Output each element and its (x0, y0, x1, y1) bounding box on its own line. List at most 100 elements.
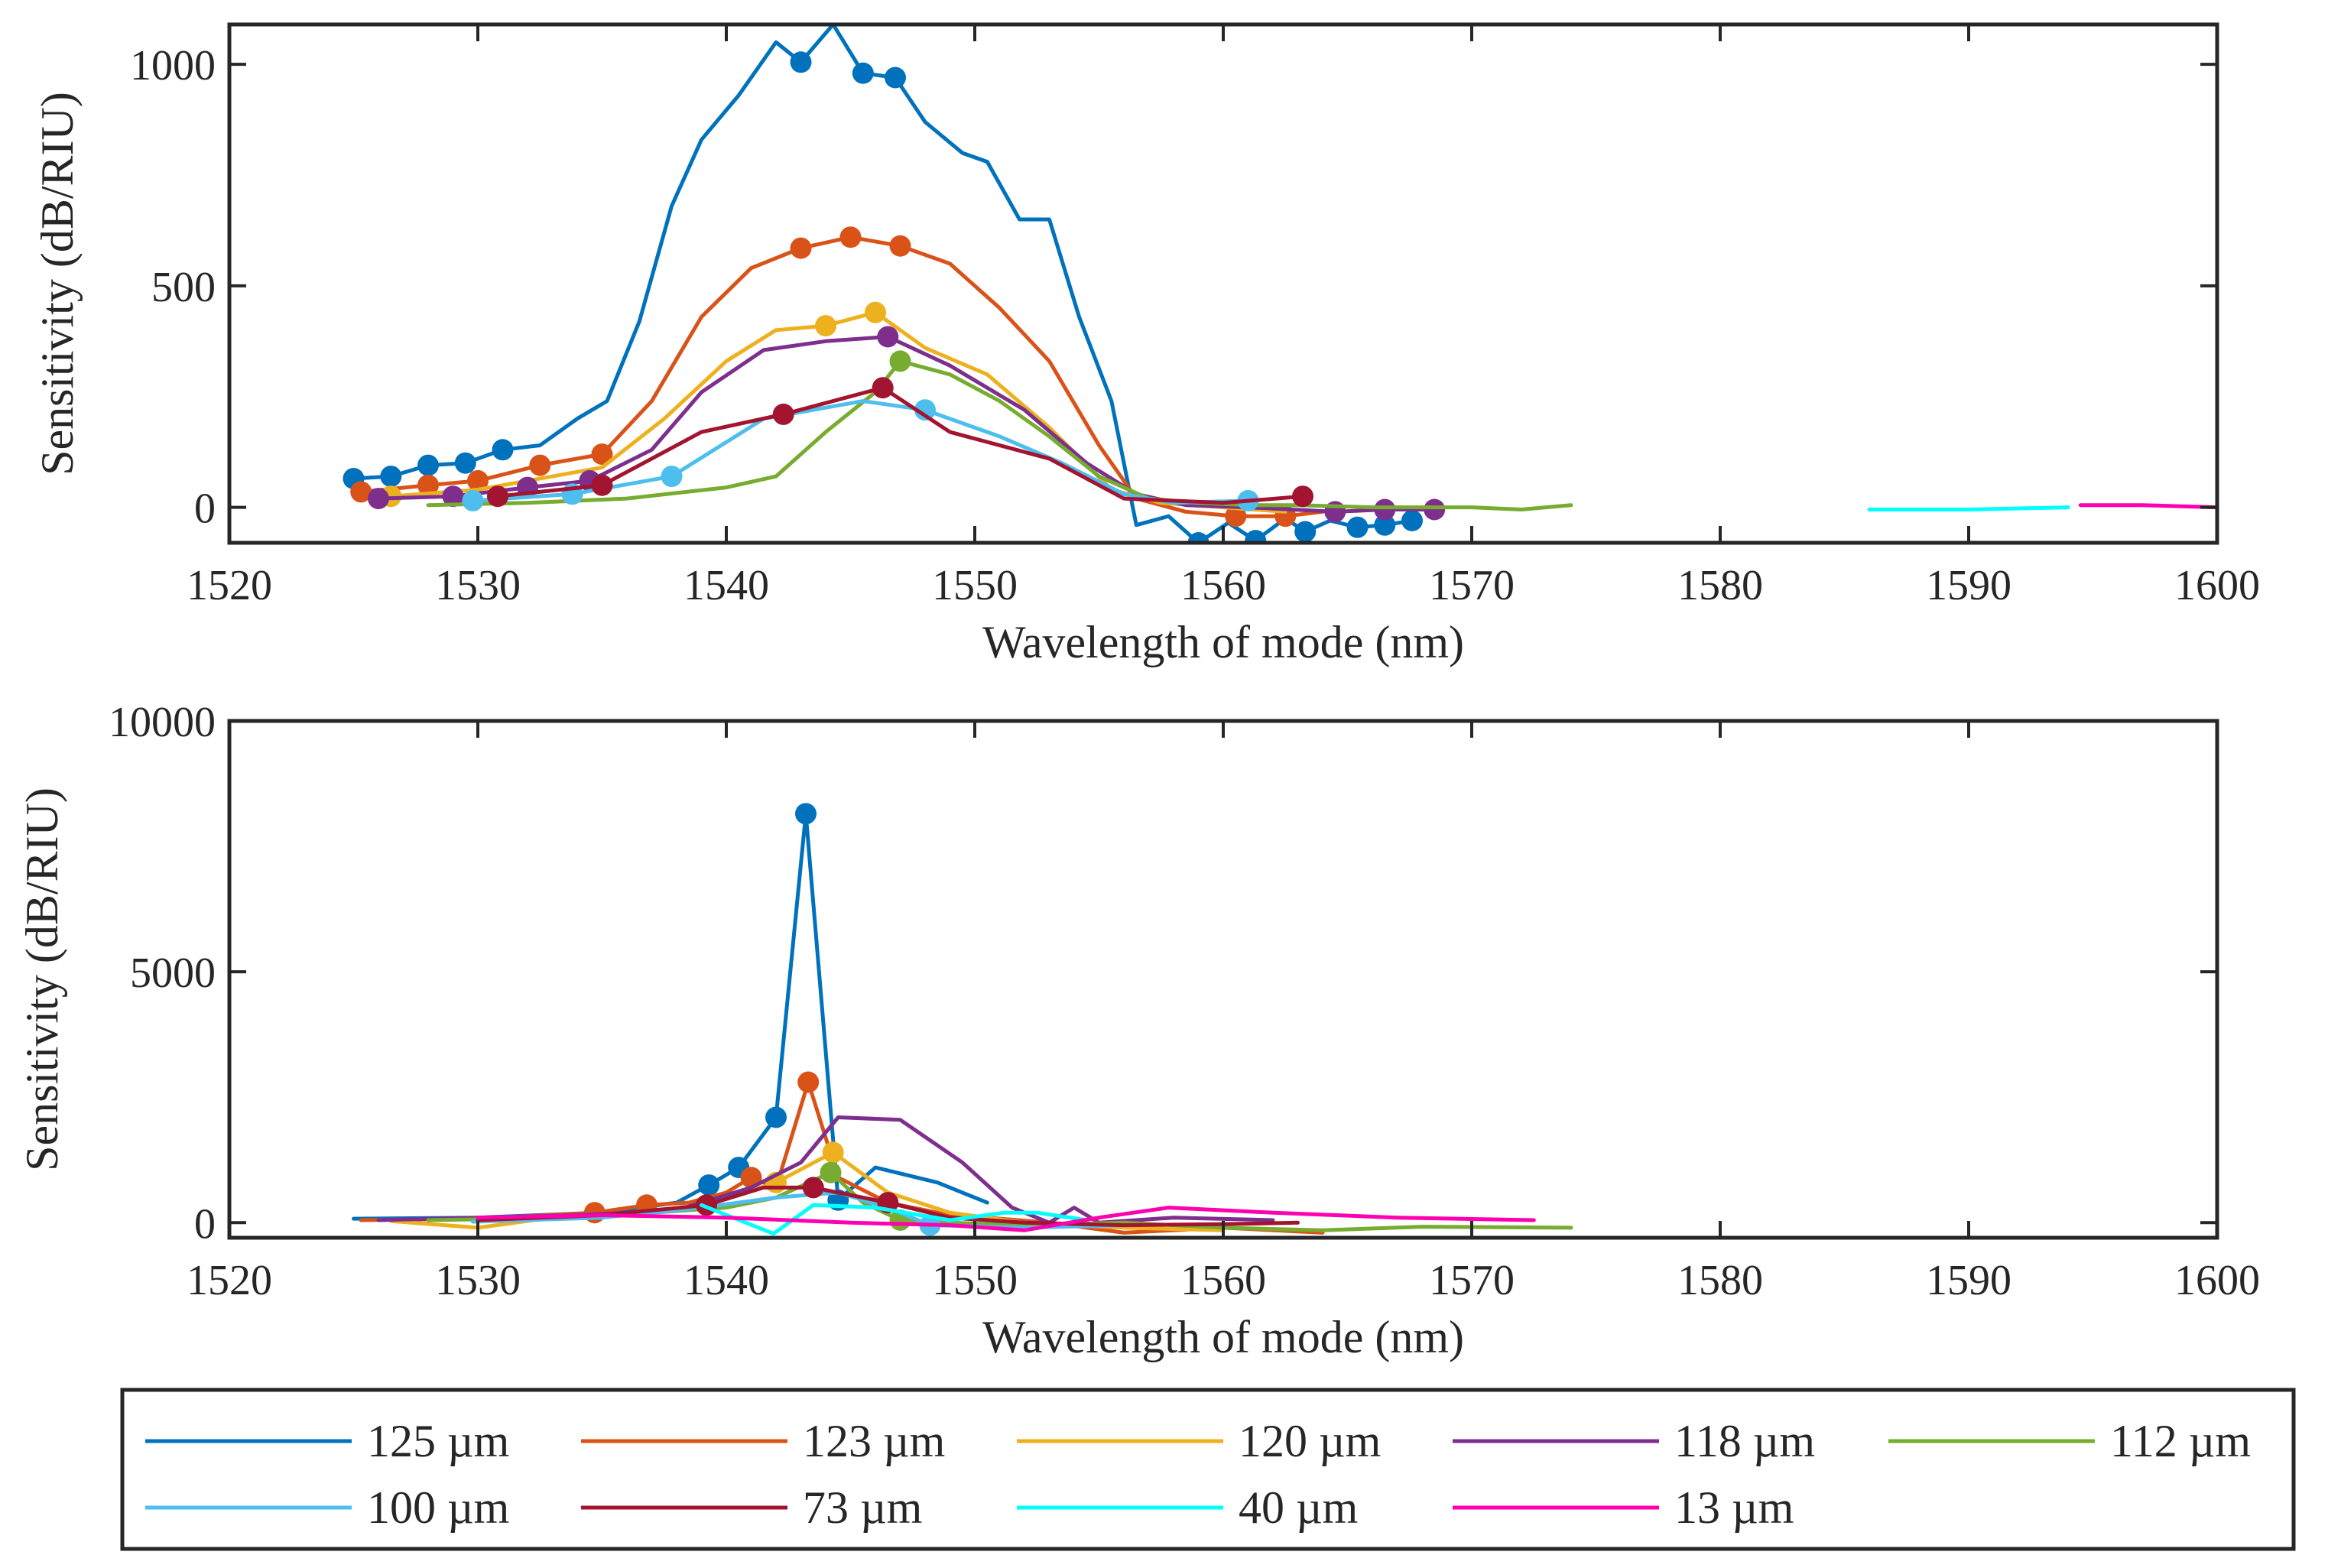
x-axis-label: Wavelength of mode (nm) (982, 617, 1464, 667)
y-tick-label: 5000 (130, 950, 216, 997)
series-line-123-m (359, 235, 1325, 518)
x-tick-label: 1550 (932, 562, 1018, 609)
data-point-123-m (839, 226, 862, 248)
x-tick-label: 1530 (435, 562, 521, 609)
x-axis-label: Wavelength of mode (nm) (982, 1312, 1464, 1362)
legend-label-125-m: 125 µm (367, 1416, 509, 1466)
x-tick-label: 1560 (1180, 1257, 1266, 1304)
data-point-100-m (661, 466, 683, 488)
x-tick-label: 1570 (1429, 562, 1515, 609)
data-point-123-m (1225, 505, 1247, 528)
data-point-125-m (1187, 532, 1209, 543)
y-tick-label: 10000 (109, 699, 216, 746)
data-point-118-m (877, 326, 899, 348)
x-tick-label: 1550 (932, 1257, 1018, 1304)
data-point-125-m (454, 452, 476, 474)
series-line-13-m (476, 1206, 1536, 1232)
data-point-125-m (1374, 514, 1396, 536)
data-point-100-m (462, 489, 484, 511)
data-point-123-m (350, 481, 372, 503)
series-line-112-m (426, 359, 1573, 511)
y-axis-label: Sensitivity (dB/RIU) (17, 787, 67, 1171)
x-tick-label: 1540 (683, 562, 769, 609)
chart-top: 1520 1530 1540 1550 1560 1570 1580 1590 1600 0 500… (32, 22, 2260, 667)
data-point-120-m (822, 1141, 844, 1164)
data-point-125-m (790, 51, 812, 73)
data-point-73-m (591, 474, 613, 496)
legend-label-118-m: 118 µm (1674, 1416, 1815, 1466)
data-point-125-m (885, 67, 906, 89)
y-tick-label: 0 (194, 485, 216, 533)
x-tick-label: 1540 (683, 1257, 769, 1304)
data-point-118-m (442, 485, 464, 508)
y-tick-label: 0 (194, 1200, 216, 1248)
data-point-125-m (698, 1174, 720, 1196)
data-point-100-m (914, 399, 936, 421)
plot-area (343, 24, 2217, 543)
data-point-123-m (591, 443, 613, 466)
x-tick-label: 1520 (187, 1257, 272, 1304)
axes-box (227, 719, 2219, 1240)
x-tick-label: 1590 (1926, 562, 2011, 609)
data-point-112-m (820, 1161, 842, 1183)
x-tick-label: 1580 (1677, 562, 1763, 609)
plot-area (352, 803, 1573, 1236)
y-tick-label: 500 (151, 264, 216, 311)
x-tick-label: 1560 (1180, 562, 1266, 609)
legend: 125 µm 123 µm 120 µm 118 µm 112 µm 100 µm 73 µ… (120, 1388, 2296, 1551)
data-point-123-m (417, 474, 439, 496)
data-point-125-m (380, 466, 402, 488)
data-point-123-m (889, 235, 911, 257)
data-point-123-m (797, 1071, 820, 1093)
data-point-125-m (795, 803, 817, 825)
legend-box (120, 1388, 2296, 1551)
series-line-73-m (495, 385, 1305, 505)
data-point-73-m (872, 377, 894, 399)
x-tick-label: 1600 (2174, 562, 2260, 609)
x-tick-label: 1590 (1926, 1257, 2011, 1304)
x-tick-label: 1520 (187, 562, 272, 609)
y-axis-label: Sensitivity (dB/RIU) (32, 92, 83, 476)
data-point-73-m (802, 1177, 824, 1199)
data-point-125-m (417, 454, 439, 476)
x-tick-label: 1600 (2174, 1257, 2260, 1304)
legend-label-120-m: 120 µm (1239, 1416, 1381, 1466)
legend-label-100-m: 100 µm (367, 1482, 509, 1533)
data-point-118-m (368, 488, 389, 510)
data-point-73-m (772, 403, 794, 425)
data-point-73-m (487, 485, 508, 508)
data-point-125-m (1245, 530, 1267, 543)
series-line-125-m (352, 24, 1414, 543)
data-point-123-m (529, 454, 551, 476)
data-point-125-m (1294, 521, 1317, 543)
legend-label-40-m: 40 µm (1239, 1482, 1358, 1533)
data-point-125-m (1401, 510, 1423, 531)
legend-label-112-m: 112 µm (2110, 1416, 2251, 1466)
data-point-123-m (790, 237, 812, 259)
data-point-118-m (1424, 498, 1446, 521)
series-line-40-m (700, 1203, 1089, 1236)
data-point-112-m (889, 350, 911, 372)
data-point-120-m (815, 315, 836, 337)
legend-label-123-m: 123 µm (803, 1416, 945, 1466)
series-line-13-m (2078, 503, 2217, 510)
legend-label-13-m: 13 µm (1674, 1482, 1794, 1533)
y-tick-label: 1000 (130, 42, 216, 89)
data-point-120-m (865, 301, 886, 323)
data-point-125-m (852, 62, 874, 84)
x-tick-label: 1580 (1677, 1257, 1763, 1304)
chart-bottom: 1520 1530 1540 1550 1560 1570 1580 1590 1600 0 500… (17, 699, 2260, 1362)
data-point-73-m (1292, 485, 1313, 508)
data-point-118-m (1374, 498, 1396, 521)
data-point-125-m (765, 1106, 787, 1128)
data-point-125-m (492, 439, 514, 461)
x-tick-label: 1530 (435, 1257, 521, 1304)
data-point-123-m (467, 469, 489, 492)
x-tick-label: 1570 (1429, 1257, 1515, 1304)
series-line-125-m (352, 811, 989, 1221)
data-point-125-m (1346, 516, 1369, 538)
legend-label-73-m: 73 µm (803, 1482, 922, 1533)
axes-box (227, 22, 2219, 545)
series-line-40-m (1867, 505, 2070, 511)
